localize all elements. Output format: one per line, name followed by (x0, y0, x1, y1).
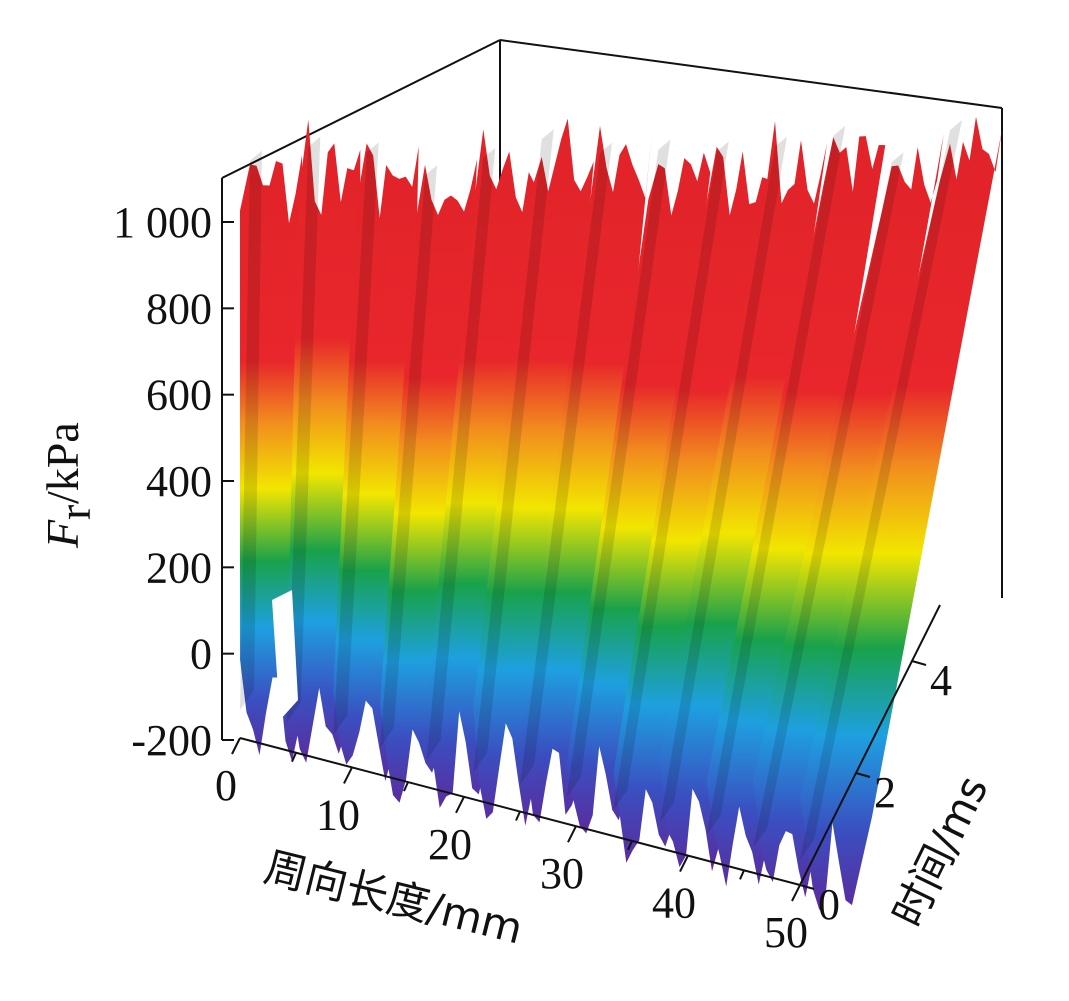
z-axis-title-main: F (37, 519, 88, 549)
x-minor-tick (403, 781, 409, 792)
y-tick-mark (855, 772, 871, 778)
z-axis-title: F r /kPa (37, 422, 100, 549)
z-tick-label: 0 (190, 630, 212, 679)
surface-ridge-shade (333, 142, 379, 735)
surface-ridge (473, 118, 594, 826)
surface-gap (272, 590, 298, 720)
x-tick-mark (679, 855, 689, 873)
x-axis-title: 周向长度/mm (260, 842, 528, 953)
surface-ridge (706, 136, 886, 887)
surface-ridge-shade (613, 141, 729, 810)
x-tick-label: 40 (652, 879, 696, 928)
surface-ridge-shade (240, 150, 262, 711)
surface-ridge (800, 116, 1002, 911)
z-axis-ticks: -200 0 200 400 600 800 1 000 (113, 198, 234, 765)
x-tick-label: 30 (540, 849, 584, 898)
y-tick-label: 2 (874, 768, 896, 817)
x-tick-mark (343, 766, 353, 784)
x-tick-mark (791, 884, 801, 902)
z-tick-label: 200 (146, 543, 212, 592)
surface-ridge (566, 152, 711, 834)
y-tick-mark (799, 884, 815, 890)
surface-ridge-shade (380, 165, 437, 748)
x-minor-tick (291, 752, 297, 763)
z-axis-title-sub: r (49, 505, 100, 520)
surface-ridge-shade (660, 136, 787, 823)
y-tick-mark (911, 660, 927, 666)
surface-ridge-shade (520, 142, 612, 786)
y-tick-label: 0 (818, 880, 840, 929)
surface-ridge (520, 125, 652, 823)
z-tick-label: 600 (146, 371, 212, 420)
x-tick-label: 50 (764, 908, 808, 957)
y-axis-title: 时间/ms (883, 768, 998, 934)
surface-ridge (613, 146, 769, 863)
y-axis-ticks: 0 2 4 (799, 656, 952, 929)
y-tick-label: 4 (930, 656, 952, 705)
x-minor-tick (515, 811, 521, 821)
z-tick-label: 1 000 (113, 198, 212, 247)
x-tick-mark (455, 796, 465, 814)
x-axis-ticks: 0 10 20 30 40 50 (215, 737, 808, 957)
x-tick-label: 10 (316, 790, 360, 839)
x-tick-label: 20 (428, 820, 472, 869)
surface-ridge-shade (706, 125, 846, 835)
surface-ridge (426, 129, 536, 809)
surface-ridge-shade (753, 152, 904, 848)
x-minor-tick (739, 869, 745, 880)
surface-ridge-shade (473, 129, 554, 773)
x-tick-mark (567, 825, 577, 843)
z-tick-label: 800 (146, 284, 212, 333)
surface-ridge-shade (426, 147, 496, 761)
surface-ridge-shade (286, 136, 321, 723)
x-tick-mark (231, 737, 241, 755)
surface-ridge-shade (566, 139, 671, 798)
x-minor-tick (627, 840, 633, 851)
z-tick-label: 400 (146, 457, 212, 506)
surface-ridge-shade (800, 120, 962, 861)
surface-ridges (240, 116, 1002, 911)
z-axis-title-unit: /kPa (37, 422, 88, 504)
surface-ridge (660, 121, 827, 872)
x-tick-label: 0 (215, 761, 237, 810)
z-tick-label: -200 (131, 716, 212, 765)
surface-ridge (753, 133, 944, 898)
